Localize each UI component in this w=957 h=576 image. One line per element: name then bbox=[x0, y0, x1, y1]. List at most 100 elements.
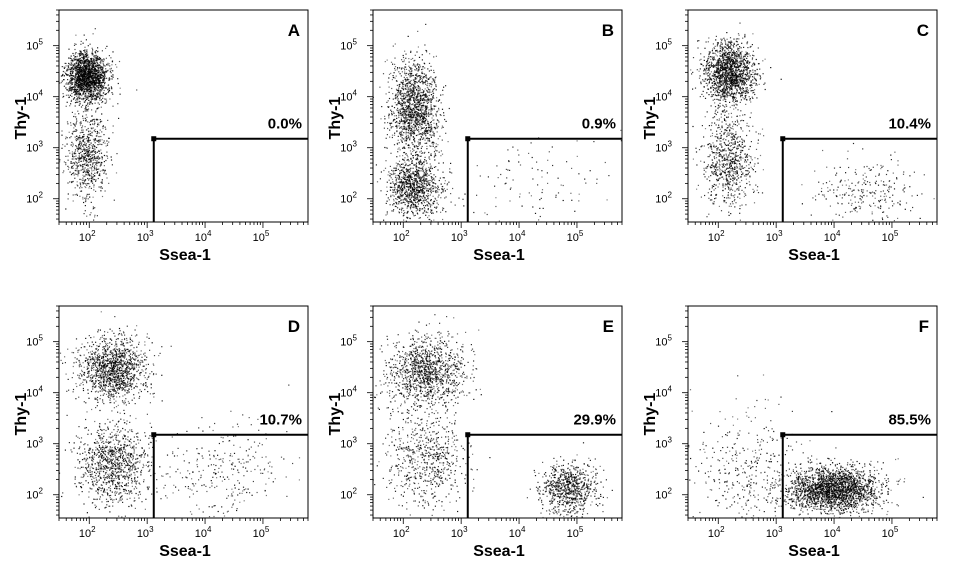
event-dot bbox=[92, 182, 94, 184]
event-dot bbox=[88, 56, 90, 58]
event-dot bbox=[89, 84, 91, 86]
event-dot bbox=[417, 116, 419, 118]
event-dot bbox=[91, 60, 93, 63]
event-dot bbox=[107, 84, 109, 87]
panel-letter-a: A bbox=[288, 21, 300, 40]
event-dot bbox=[406, 77, 408, 79]
event-dot bbox=[75, 75, 77, 77]
event-dot bbox=[420, 119, 422, 121]
event-dot bbox=[76, 164, 78, 166]
event-dot bbox=[91, 96, 93, 98]
event-dot bbox=[106, 177, 108, 179]
event-dot bbox=[418, 87, 420, 89]
event-dot bbox=[88, 99, 90, 101]
event-dot bbox=[401, 71, 403, 73]
event-dot bbox=[412, 103, 414, 105]
event-dot bbox=[411, 132, 413, 134]
event-dot bbox=[409, 85, 411, 87]
event-dot bbox=[387, 122, 389, 124]
event-dot bbox=[432, 134, 434, 136]
event-dot bbox=[65, 73, 68, 75]
event-dot bbox=[437, 144, 439, 146]
event-dot bbox=[97, 87, 99, 89]
event-dot bbox=[73, 91, 75, 93]
event-dot bbox=[104, 81, 106, 84]
event-dot bbox=[425, 106, 427, 109]
event-dot bbox=[409, 73, 411, 75]
event-dot bbox=[81, 60, 83, 62]
event-dot bbox=[74, 163, 76, 165]
event-dot bbox=[91, 51, 93, 53]
event-dot bbox=[93, 83, 96, 86]
event-dot bbox=[414, 105, 416, 107]
event-dot bbox=[414, 98, 416, 100]
event-dot bbox=[76, 59, 78, 61]
event-dot bbox=[415, 74, 418, 76]
event-dot bbox=[76, 173, 78, 175]
event-dot bbox=[394, 132, 396, 134]
event-dot bbox=[405, 176, 407, 178]
event-dot bbox=[417, 113, 419, 115]
event-dot bbox=[429, 89, 431, 91]
event-dot bbox=[421, 121, 423, 123]
event-dot bbox=[85, 70, 87, 72]
event-dot bbox=[100, 90, 103, 92]
event-dot bbox=[93, 76, 95, 78]
event-dot bbox=[422, 134, 424, 136]
event-dot bbox=[413, 108, 415, 110]
event-dot bbox=[440, 211, 442, 213]
event-dot bbox=[413, 125, 415, 127]
event-dot bbox=[86, 89, 88, 91]
event-dot bbox=[72, 71, 74, 73]
event-dot bbox=[85, 94, 87, 96]
event-dot bbox=[424, 107, 426, 109]
event-dot bbox=[434, 77, 436, 79]
event-dot bbox=[414, 112, 417, 114]
event-dot bbox=[413, 96, 415, 98]
event-dot bbox=[404, 123, 406, 125]
event-dot bbox=[420, 95, 422, 97]
event-dot bbox=[418, 196, 420, 198]
event-dot bbox=[83, 101, 85, 103]
event-dot bbox=[425, 109, 427, 111]
event-dot bbox=[87, 152, 89, 154]
event-dot bbox=[83, 79, 85, 81]
event-dot bbox=[91, 147, 94, 149]
event-dot bbox=[406, 96, 408, 98]
event-dot bbox=[61, 147, 63, 149]
event-dot bbox=[384, 115, 386, 117]
event-dot bbox=[84, 108, 86, 110]
event-dot bbox=[394, 172, 396, 175]
event-dot bbox=[387, 106, 390, 108]
event-dot bbox=[87, 86, 89, 88]
event-dot bbox=[391, 113, 393, 115]
event-dot bbox=[398, 112, 400, 114]
event-dot bbox=[405, 120, 407, 122]
event-dot bbox=[410, 116, 412, 118]
event-dot bbox=[91, 132, 93, 134]
event-dot bbox=[425, 50, 428, 52]
y-tick-label: 102 bbox=[26, 191, 43, 206]
event-dot bbox=[412, 90, 414, 93]
event-dot bbox=[411, 193, 413, 195]
event-dot bbox=[101, 170, 103, 172]
event-dot bbox=[394, 97, 396, 100]
event-dot bbox=[95, 158, 97, 160]
event-dot bbox=[410, 84, 413, 86]
event-dot bbox=[76, 194, 78, 196]
event-dot bbox=[100, 68, 102, 70]
event-dot bbox=[417, 145, 419, 147]
event-dot bbox=[420, 189, 422, 191]
event-dot bbox=[406, 125, 408, 127]
event-dot bbox=[417, 169, 420, 171]
event-dot bbox=[407, 134, 409, 137]
event-dot bbox=[405, 53, 407, 55]
event-dot bbox=[82, 97, 84, 99]
event-dot bbox=[73, 115, 75, 118]
event-dot bbox=[388, 115, 390, 117]
event-dot bbox=[425, 169, 427, 171]
event-dot bbox=[417, 159, 419, 161]
event-dot bbox=[74, 65, 76, 67]
event-dot bbox=[99, 143, 101, 145]
event-dot bbox=[389, 136, 391, 138]
